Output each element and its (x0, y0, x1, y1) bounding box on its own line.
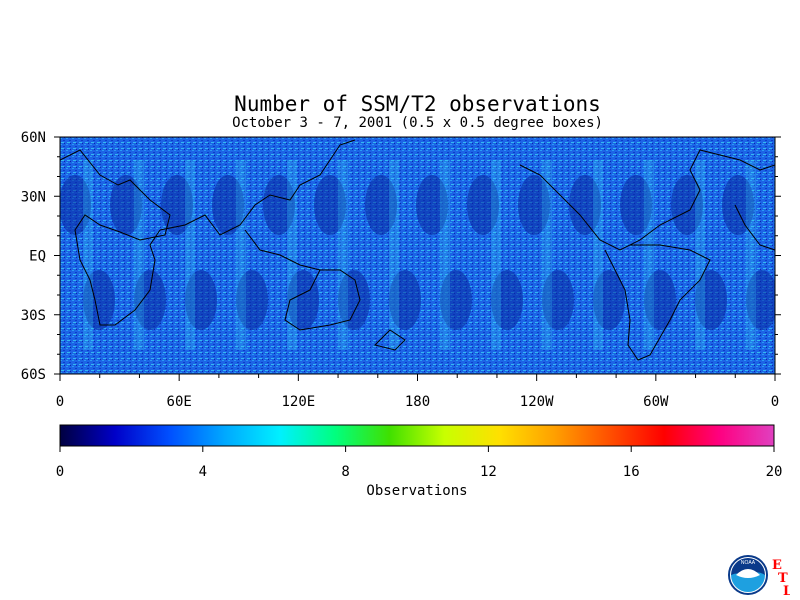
sparse-band (722, 175, 754, 235)
colorbar: 0 4 8 12 16 20 Observations (56, 424, 783, 499)
sparse-band (440, 270, 472, 330)
dense-band (746, 160, 756, 350)
noaa-seal-text: NOAA (741, 560, 756, 566)
sparse-band (212, 175, 244, 235)
dense-band (185, 160, 195, 350)
sparse-band (593, 270, 625, 330)
etl-letter-e: E (772, 558, 782, 573)
sparse-band (569, 175, 601, 235)
sparse-band (263, 175, 295, 235)
colorbar-tick-label: 4 (199, 464, 207, 480)
colorbar-bar (60, 425, 774, 446)
etl-letter-l: L (783, 584, 790, 597)
lat-label: 30N (21, 189, 46, 205)
sparse-band (185, 270, 217, 330)
sparse-band (491, 270, 523, 330)
sparse-band (746, 270, 775, 330)
sparse-band (542, 270, 574, 330)
lon-label: 120W (520, 394, 554, 410)
observation-map (60, 137, 775, 374)
lat-label: 60N (21, 130, 46, 146)
sparse-band (236, 270, 268, 330)
etl-letter-t: T (778, 571, 788, 586)
sparse-band (287, 270, 319, 330)
noaa-etl-logo: NOAA E T L (728, 555, 790, 597)
lon-label: 60W (643, 394, 669, 410)
latitude-axis: 60N 30N EQ 30S 60S (21, 130, 781, 383)
coastlines (60, 139, 775, 361)
sparse-band (467, 175, 499, 235)
lon-label: 0 (771, 394, 779, 410)
map-background (60, 137, 775, 374)
sparse-band (671, 175, 703, 235)
lat-label: EQ (29, 249, 46, 265)
lon-label: 120E (281, 394, 315, 410)
dense-band (338, 160, 348, 350)
colorbar-tick-label: 8 (341, 464, 349, 480)
sparse-band (338, 270, 370, 330)
dense-band (389, 160, 399, 350)
sparse-band (644, 270, 676, 330)
lon-label: 60E (167, 394, 192, 410)
dense-band (644, 160, 654, 350)
dense-band (593, 160, 603, 350)
lon-label: 0 (56, 394, 64, 410)
sparse-band (110, 175, 142, 235)
sparse-band (416, 175, 448, 235)
sparse-band (60, 175, 91, 235)
swath-bands (60, 160, 775, 350)
sparse-band (314, 175, 346, 235)
colorbar-title: Observations (366, 483, 467, 499)
colorbar-tick-label: 12 (480, 464, 497, 480)
dense-band (236, 160, 246, 350)
lat-label: 60S (21, 367, 46, 383)
colorbar-tick-label: 0 (56, 464, 64, 480)
dense-band (134, 160, 144, 350)
dense-band (287, 160, 297, 350)
dense-band (491, 160, 501, 350)
colorbar-ticks: 0 4 8 12 16 20 (56, 446, 783, 480)
colorbar-tick-label: 20 (766, 464, 783, 480)
lat-label: 30S (21, 308, 46, 324)
dense-band (542, 160, 552, 350)
sparse-band (695, 270, 727, 330)
page-title: Number of SSM/T2 observations (234, 92, 601, 116)
page-subtitle: October 3 - 7, 2001 (0.5 x 0.5 degree bo… (232, 115, 603, 131)
dense-band (440, 160, 450, 350)
colorbar-tick-label: 16 (623, 464, 640, 480)
longitude-axis: 0 60E 120E 180 120W 60W 0 (56, 374, 779, 410)
dense-band (83, 160, 93, 350)
sparse-band (134, 270, 166, 330)
sparse-band (365, 175, 397, 235)
sparse-band (620, 175, 652, 235)
sparse-band (389, 270, 421, 330)
sparse-band (518, 175, 550, 235)
lon-label: 180 (405, 394, 430, 410)
colorbar-frame (59, 424, 775, 447)
